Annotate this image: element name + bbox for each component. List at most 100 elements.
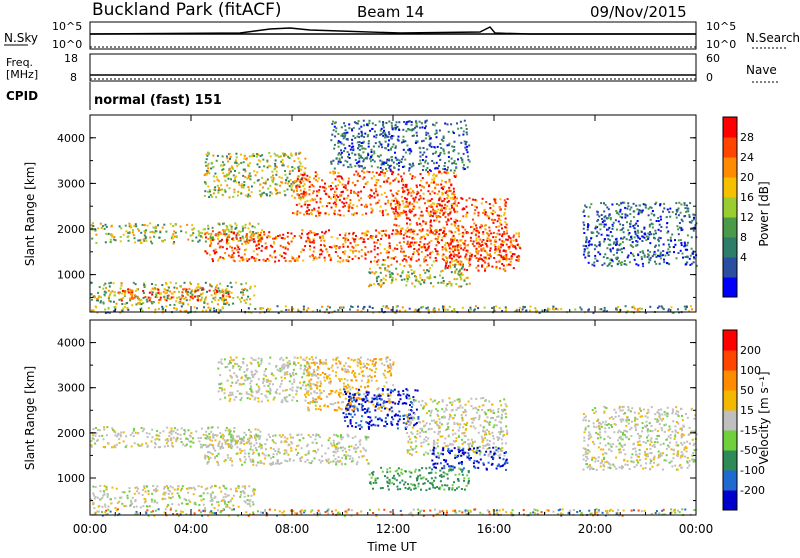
power-scatter-cell	[330, 139, 332, 141]
power-scatter-cell	[375, 136, 377, 138]
power-scatter-cell	[457, 158, 459, 160]
velocity-scatter-cell	[126, 495, 128, 497]
power-scatter-cell	[381, 194, 383, 196]
power-scatter-cell	[335, 127, 337, 129]
velocity-scatter-cell	[204, 454, 206, 456]
power-scatter-cell	[391, 279, 393, 281]
power-scatter-cell	[605, 204, 607, 206]
power-scatter-cell	[615, 257, 617, 259]
velocity-scatter-cell	[147, 445, 149, 447]
velocity-scatter-cell	[315, 435, 317, 437]
power-scatter-cell	[278, 260, 280, 262]
power-scatter-cell	[430, 282, 432, 284]
power-scatter-cell	[175, 282, 177, 284]
power-scatter-cell	[617, 263, 619, 265]
power-scatter-cell	[477, 307, 479, 309]
power-scatter-cell	[627, 229, 629, 231]
power-scatter-cell	[228, 293, 230, 295]
velocity-scatter-cell	[250, 443, 252, 445]
power-scatter-cell	[474, 213, 476, 215]
velocity-scatter-cell	[147, 436, 149, 438]
power-scatter-cell	[301, 233, 303, 235]
power-scatter-cell	[139, 303, 141, 305]
power-scatter-cell	[414, 286, 416, 288]
power-scatter-cell	[469, 265, 471, 267]
power-scatter-cell	[208, 172, 210, 174]
power-scatter-cell	[262, 159, 264, 161]
power-scatter-cell	[388, 167, 390, 169]
power-scatter-cell	[335, 198, 337, 200]
power-scatter-cell	[432, 215, 434, 217]
power-scatter-cell	[231, 254, 233, 256]
power-scatter-cell	[309, 255, 311, 257]
power-scatter-cell	[434, 168, 436, 170]
power-scatter-cell	[326, 309, 328, 311]
power-scatter-cell	[462, 167, 464, 169]
power-scatter-cell	[389, 242, 391, 244]
velocity-scatter-cell	[190, 432, 192, 434]
power-scatter-cell	[431, 160, 433, 162]
power-scatter-cell	[344, 125, 346, 127]
power-scatter-cell	[333, 202, 335, 204]
power-scatter-cell	[170, 223, 172, 225]
power-scatter-cell	[141, 303, 143, 305]
power-scatter-cell	[172, 225, 174, 227]
power-scatter-cell	[429, 137, 431, 139]
power-scatter-cell	[318, 189, 320, 191]
power-scatter-cell	[212, 230, 214, 232]
power-scatter-cell	[481, 248, 483, 250]
velocity-scatter-cell	[228, 501, 230, 503]
power-scatter-cell	[204, 228, 206, 230]
velocity-scatter-cell	[142, 505, 144, 507]
power-scatter-cell	[456, 211, 458, 213]
power-scatter-cell	[297, 176, 299, 178]
power-scatter-cell	[351, 139, 353, 141]
power-scatter-cell	[347, 151, 349, 153]
power-scatter-cell	[213, 180, 215, 182]
power-scatter-cell	[476, 257, 478, 259]
power-scatter-cell	[478, 212, 480, 214]
power-scatter-cell	[225, 299, 227, 301]
power-scatter-cell	[475, 234, 477, 236]
power-scatter-cell	[363, 159, 365, 161]
power-scatter-cell	[505, 310, 507, 312]
power-scatter-cell	[462, 161, 464, 163]
power-scatter-cell	[215, 196, 217, 198]
power-scatter-cell	[240, 301, 242, 303]
power-scatter-cell	[335, 185, 337, 187]
power-scatter-cell	[613, 222, 615, 224]
power-scatter-cell	[481, 266, 483, 268]
power-scatter-cell	[444, 233, 446, 235]
power-scatter-cell	[420, 180, 422, 182]
velocity-scatter-cell	[95, 486, 97, 488]
power-scatter-cell	[373, 283, 375, 285]
velocity-scatter-cell	[244, 461, 246, 463]
power-scatter-cell	[612, 228, 614, 230]
power-scatter-cell	[290, 179, 292, 181]
power-scatter-cell	[310, 232, 312, 234]
power-scatter-cell	[353, 148, 355, 150]
power-scatter-cell	[502, 258, 504, 260]
power-scatter-cell	[435, 257, 437, 259]
velocity-scatter-cell	[104, 485, 106, 487]
power-scatter-cell	[365, 213, 367, 215]
power-scatter-cell	[406, 243, 408, 245]
power-scatter-cell	[370, 156, 372, 158]
power-scatter-cell	[403, 241, 405, 243]
velocity-scatter-cell	[212, 453, 214, 455]
power-scatter-cell	[587, 229, 589, 231]
power-scatter-cell	[205, 310, 207, 312]
power-scatter-cell	[500, 246, 502, 248]
power-scatter-cell	[454, 170, 456, 172]
power-scatter-cell	[292, 308, 294, 310]
power-scatter-cell	[411, 269, 413, 271]
power-scatter-cell	[372, 307, 374, 309]
power-scatter-cell	[363, 141, 365, 143]
power-scatter-cell	[186, 299, 188, 301]
velocity-scatter-cell	[239, 458, 241, 460]
power-scatter-cell	[348, 166, 350, 168]
power-scatter-cell	[467, 244, 469, 246]
velocity-scatter-cell	[168, 493, 170, 495]
velocity-scatter-cell	[167, 504, 169, 506]
power-scatter-cell	[309, 245, 311, 247]
